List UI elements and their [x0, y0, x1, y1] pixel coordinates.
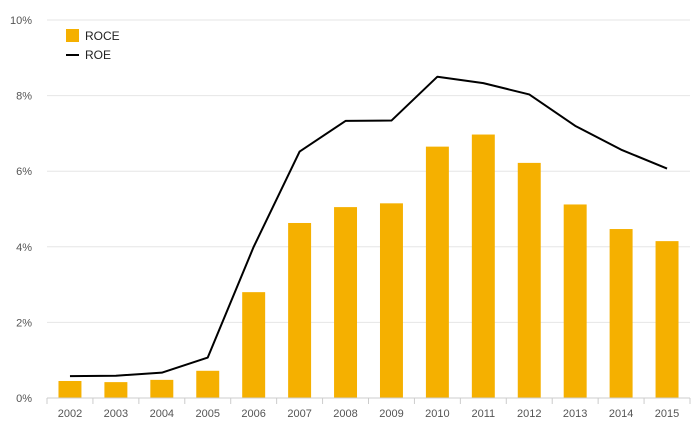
roce-bar-2004 [150, 379, 174, 398]
y-tick-label: 6% [16, 166, 32, 178]
legend: ROCE ROE [66, 29, 120, 62]
legend-label-roce: ROCE [85, 29, 120, 43]
roce-bar-2014 [609, 229, 633, 398]
roce-bar-2003 [104, 382, 128, 398]
y-tick-label: 0% [16, 393, 32, 405]
roce-bar-2009 [379, 203, 403, 398]
x-tick-label: 2006 [241, 408, 265, 420]
x-tick-label: 2002 [58, 408, 82, 420]
x-axis: 2002 2003 2004 2005 2006 2007 2008 2009 2010 2011… [46, 397, 691, 420]
roce-bar-2008 [334, 207, 358, 398]
roce-bar-2012 [517, 162, 541, 398]
roce-bar-2002 [58, 380, 82, 398]
roce-bar-2010 [425, 146, 449, 398]
roce-bar-2015 [655, 241, 679, 398]
x-tick-label: 2010 [425, 408, 449, 420]
roce-bars [58, 134, 679, 398]
x-tick-label: 2003 [104, 408, 128, 420]
x-tick-label: 2014 [609, 408, 633, 420]
x-tick-label: 2013 [563, 408, 587, 420]
x-tick-label: 2015 [655, 408, 679, 420]
roe-line [69, 75, 668, 378]
x-tick-label: 2004 [150, 408, 174, 420]
y-tick-label: 2% [16, 317, 32, 329]
roe-line-group [69, 75, 668, 378]
roce-bar-2011 [471, 134, 495, 398]
roce-bar-2005 [196, 370, 220, 398]
y-axis-ticks: 0% 2% 4% 6% 8% 10% [10, 15, 32, 405]
y-tick-label: 10% [10, 15, 32, 27]
x-tick-label: 2005 [196, 408, 220, 420]
x-tick-label: 2011 [471, 408, 495, 420]
y-tick-label: 8% [16, 91, 32, 103]
roce-bar-2007 [288, 222, 312, 398]
x-tick-label: 2008 [333, 408, 357, 420]
x-tick-label: 2009 [379, 408, 403, 420]
roce-bar-2013 [563, 204, 587, 398]
roce-bar-2006 [242, 292, 266, 398]
legend-label-roe: ROE [85, 48, 111, 62]
gridlines [47, 19, 690, 323]
legend-swatch-roce [66, 29, 79, 42]
y-tick-label: 4% [16, 242, 32, 254]
x-tick-label: 2012 [517, 408, 541, 420]
x-tick-label: 2007 [287, 408, 311, 420]
